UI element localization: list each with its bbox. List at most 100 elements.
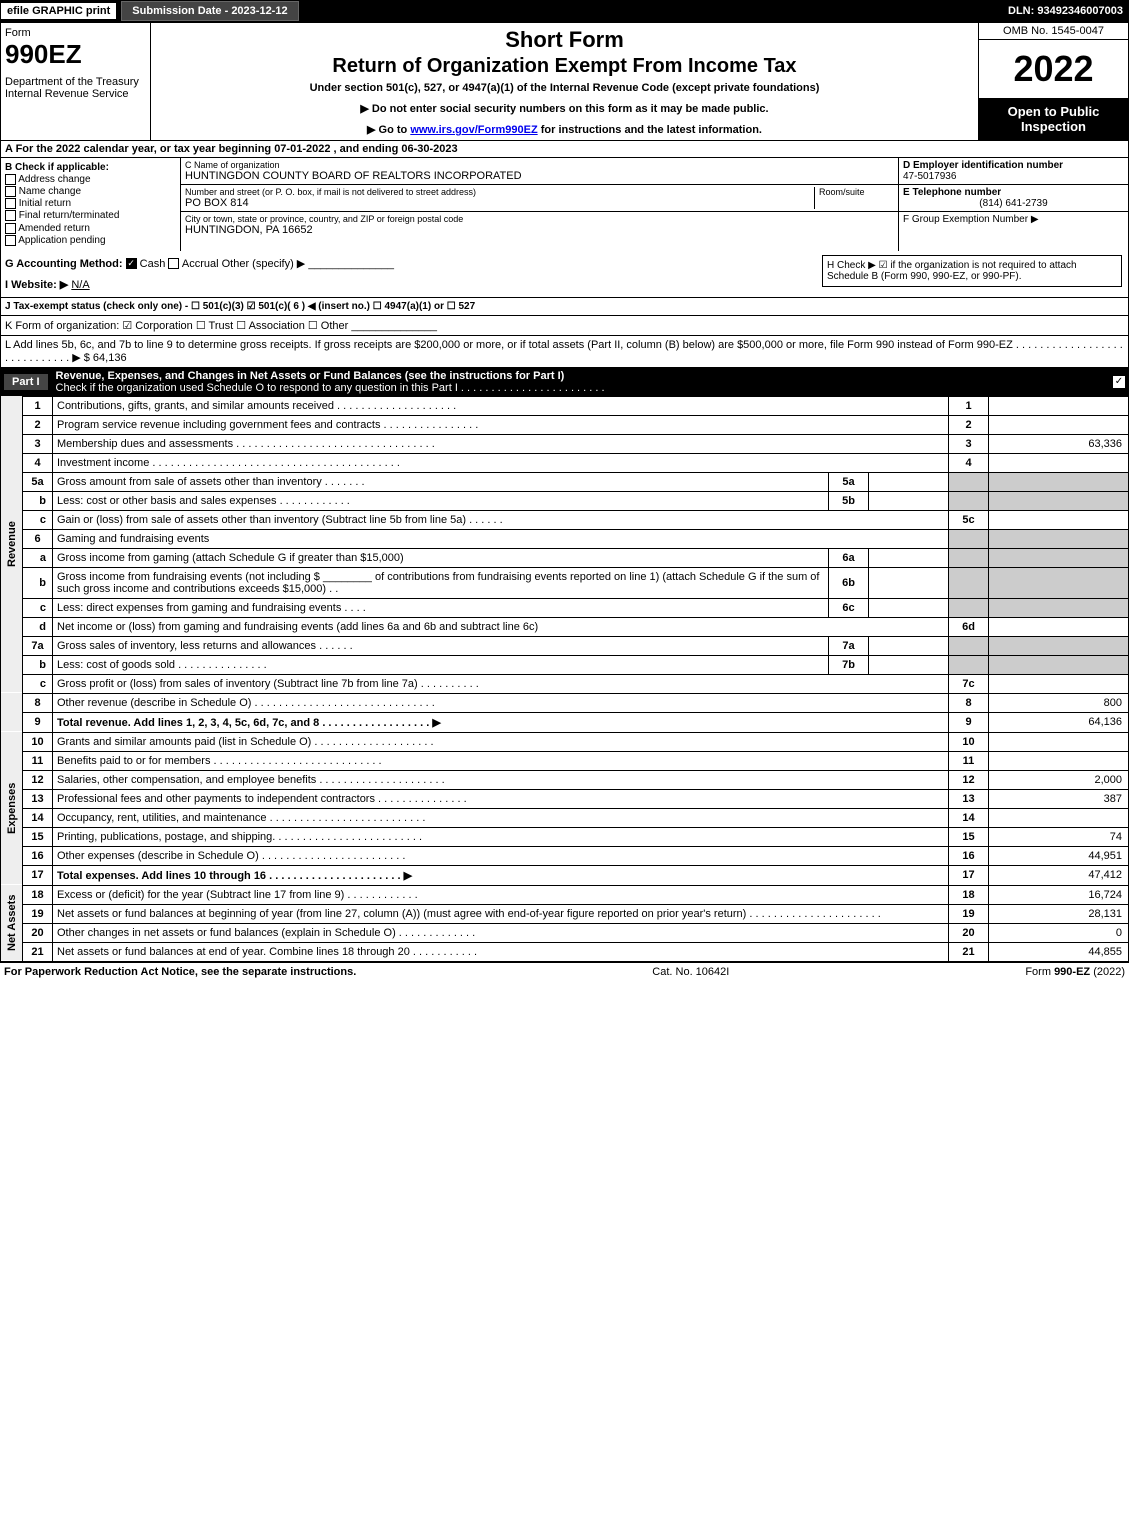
desc: Grants and similar amounts paid (list in…: [53, 732, 949, 751]
room-label: Room/suite: [819, 187, 894, 197]
numcol: 10: [949, 732, 989, 751]
numcol: 11: [949, 751, 989, 770]
line-3: 3 Membership dues and assessments . . . …: [1, 434, 1129, 453]
ein-label: D Employer identification number: [903, 160, 1063, 171]
header-right: OMB No. 1545-0047 2022 Open to Public In…: [978, 23, 1128, 140]
line-10: Expenses 10 Grants and similar amounts p…: [1, 732, 1129, 751]
top-bar: efile GRAPHIC print Submission Date - 20…: [0, 0, 1129, 22]
phone-cell: E Telephone number (814) 641-2739: [899, 185, 1128, 212]
line-7c: c Gross profit or (loss) from sales of i…: [1, 674, 1129, 693]
subval: [869, 548, 949, 567]
ln: 15: [23, 827, 53, 846]
desc: Total revenue. Add lines 1, 2, 3, 4, 5c,…: [53, 712, 949, 732]
col-def: D Employer identification number 47-5017…: [898, 158, 1128, 251]
line-20: 20 Other changes in net assets or fund b…: [1, 923, 1129, 942]
ln: c: [23, 510, 53, 529]
ln: 1: [23, 396, 53, 415]
note2-post: for instructions and the latest informat…: [538, 124, 762, 136]
irs-link[interactable]: www.irs.gov/Form990EZ: [410, 124, 537, 136]
desc: Less: cost of goods sold . . . . . . . .…: [53, 655, 829, 674]
valcol: 44,855: [989, 942, 1129, 961]
part-i-title: Revenue, Expenses, and Changes in Net As…: [56, 370, 565, 382]
line-7b: b Less: cost of goods sold . . . . . . .…: [1, 655, 1129, 674]
grey: [989, 472, 1129, 491]
desc: Net income or (loss) from gaming and fun…: [53, 617, 949, 636]
grey: [989, 529, 1129, 548]
col-c-org-info: C Name of organization HUNTINGDON COUNTY…: [181, 158, 898, 251]
subbox: 7b: [829, 655, 869, 674]
valcol: [989, 674, 1129, 693]
grey: [989, 567, 1129, 598]
desc: Other revenue (describe in Schedule O) .…: [53, 693, 949, 712]
line-19: 19 Net assets or fund balances at beginn…: [1, 904, 1129, 923]
chk-address-change[interactable]: Address change: [5, 174, 176, 185]
ln: 2: [23, 415, 53, 434]
subval: [869, 491, 949, 510]
part-i-checkbox[interactable]: ✓: [1113, 376, 1125, 388]
subbox: 5a: [829, 472, 869, 491]
desc: Gain or (loss) from sale of assets other…: [53, 510, 949, 529]
ln: b: [23, 567, 53, 598]
valcol: 63,336: [989, 434, 1129, 453]
ln: 12: [23, 770, 53, 789]
chk-name-change[interactable]: Name change: [5, 186, 176, 197]
part-i-sub: Check if the organization used Schedule …: [56, 382, 605, 394]
line-6d: d Net income or (loss) from gaming and f…: [1, 617, 1129, 636]
org-name-label: C Name of organization: [185, 160, 894, 170]
valcol: 28,131: [989, 904, 1129, 923]
grey: [949, 567, 989, 598]
ln: 20: [23, 923, 53, 942]
subval: [869, 472, 949, 491]
group-exemption-cell: F Group Exemption Number ▶: [899, 212, 1128, 251]
numcol: 16: [949, 846, 989, 865]
website-val: N/A: [71, 279, 89, 291]
valcol: 44,951: [989, 846, 1129, 865]
grey: [989, 598, 1129, 617]
line-17: 17 Total expenses. Add lines 10 through …: [1, 865, 1129, 885]
subbox: 6b: [829, 567, 869, 598]
line-21: 21 Net assets or fund balances at end of…: [1, 942, 1129, 961]
ln: c: [23, 674, 53, 693]
desc: Other changes in net assets or fund bala…: [53, 923, 949, 942]
org-name-cell: C Name of organization HUNTINGDON COUNTY…: [181, 158, 898, 185]
line-7a: 7a Gross sales of inventory, less return…: [1, 636, 1129, 655]
line-6a: a Gross income from gaming (attach Sched…: [1, 548, 1129, 567]
section-b-to-f: B Check if applicable: Address change Na…: [0, 158, 1129, 251]
chk-final-return[interactable]: Final return/terminated: [5, 210, 176, 221]
b-label: B Check if applicable:: [5, 162, 109, 173]
desc: Net assets or fund balances at beginning…: [53, 904, 949, 923]
h-text: H Check ▶ ☑ if the organization is not r…: [827, 260, 1077, 282]
chk-accrual[interactable]: [168, 258, 179, 269]
chk-initial-return[interactable]: Initial return: [5, 198, 176, 209]
chk-label: Application pending: [18, 235, 105, 246]
desc: Less: direct expenses from gaming and fu…: [53, 598, 829, 617]
row-j-tax-exempt: J Tax-exempt status (check only one) - ☐…: [0, 298, 1129, 316]
line-4: 4 Investment income . . . . . . . . . . …: [1, 453, 1129, 472]
chk-cash[interactable]: ✓: [126, 258, 137, 269]
desc: Gross sales of inventory, less returns a…: [53, 636, 829, 655]
ln: 8: [23, 693, 53, 712]
addr-val: PO BOX 814: [185, 197, 814, 209]
chk-amended-return[interactable]: Amended return: [5, 223, 176, 234]
ln: d: [23, 617, 53, 636]
part-i-table: Revenue 1 Contributions, gifts, grants, …: [0, 396, 1129, 962]
desc: Occupancy, rent, utilities, and maintena…: [53, 808, 949, 827]
revenue-label: Revenue: [1, 396, 23, 693]
grey: [949, 636, 989, 655]
col-b-checkboxes: B Check if applicable: Address change Na…: [1, 158, 181, 251]
valcol: [989, 617, 1129, 636]
efile-print-button[interactable]: efile GRAPHIC print: [0, 2, 117, 20]
line-12: 12 Salaries, other compensation, and emp…: [1, 770, 1129, 789]
phone-val: (814) 641-2739: [903, 198, 1124, 209]
numcol: 18: [949, 885, 989, 904]
valcol: [989, 415, 1129, 434]
grey: [949, 491, 989, 510]
numcol: 20: [949, 923, 989, 942]
note-link: ▶ Go to www.irs.gov/Form990EZ for instru…: [155, 123, 974, 136]
chk-application-pending[interactable]: Application pending: [5, 235, 176, 246]
expenses-label: Expenses: [1, 732, 23, 885]
row-a-tax-year: A For the 2022 calendar year, or tax yea…: [0, 141, 1129, 158]
note2-pre: ▶ Go to: [367, 124, 410, 136]
line-5b: b Less: cost or other basis and sales ex…: [1, 491, 1129, 510]
desc: Printing, publications, postage, and shi…: [53, 827, 949, 846]
